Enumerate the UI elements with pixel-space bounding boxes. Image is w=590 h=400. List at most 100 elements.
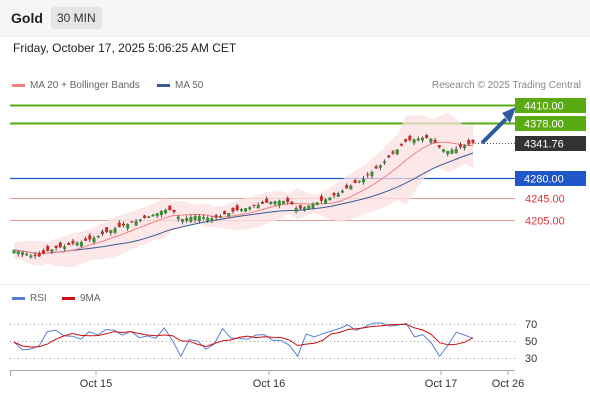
- candle-body: [37, 253, 41, 257]
- ma50-label: MA 50: [175, 80, 204, 91]
- candle-body: [463, 145, 467, 149]
- 9ma-swatch: [62, 296, 75, 300]
- candle-body: [336, 193, 340, 197]
- candle-body: [269, 201, 273, 205]
- instrument-title: Gold: [11, 10, 43, 26]
- legend-rsi: RSI: [12, 293, 47, 304]
- candle-body: [12, 249, 16, 254]
- candle-body: [168, 205, 172, 211]
- candle-body: [143, 215, 147, 218]
- candle-body: [67, 242, 71, 245]
- candle-body: [420, 137, 424, 141]
- candle-body: [345, 185, 349, 189]
- candle-body: [433, 139, 437, 143]
- projection-arrow-shaft: [480, 117, 508, 145]
- candle-body: [164, 209, 168, 214]
- ma20-label: MA 20 + Bollinger Bands: [30, 80, 140, 91]
- candle-body: [311, 203, 315, 208]
- candle-body: [113, 228, 117, 233]
- candle-body: [450, 149, 454, 154]
- candle-body: [252, 204, 256, 207]
- resistance-box: [515, 98, 586, 113]
- candle-body: [303, 207, 307, 211]
- candle-body: [265, 198, 269, 203]
- candle-body: [138, 219, 142, 221]
- candle-body: [256, 204, 260, 209]
- candle-body: [425, 134, 429, 139]
- candle-body: [239, 209, 243, 211]
- candle-body: [429, 138, 433, 143]
- candle-body: [109, 230, 113, 233]
- rsi-label: RSI: [30, 293, 47, 304]
- candle-body: [471, 139, 475, 144]
- legend-ma20: MA 20 + Bollinger Bands: [12, 80, 140, 91]
- candle-body: [277, 200, 281, 206]
- candle-body: [235, 205, 239, 211]
- candle-body: [362, 178, 366, 183]
- candle-body: [374, 166, 378, 169]
- candle-body: [46, 245, 50, 251]
- candle-body: [248, 207, 252, 210]
- candle-body: [408, 135, 412, 141]
- candle-body: [151, 214, 155, 217]
- ma20-line: [13, 141, 474, 255]
- rsi-swatch: [12, 296, 25, 300]
- candle-body: [130, 221, 134, 223]
- candle-body: [467, 140, 471, 145]
- candle-body: [214, 215, 218, 218]
- pivot-box: [515, 171, 586, 186]
- legend-ma50: MA 50: [157, 80, 203, 91]
- resistance-label: 4410.00: [524, 101, 564, 113]
- candle-body: [244, 208, 248, 212]
- bollinger-band: [14, 112, 473, 268]
- candle-body: [378, 165, 382, 168]
- candle-body: [437, 145, 441, 148]
- candle-body: [387, 155, 391, 158]
- candle-body: [332, 193, 336, 196]
- candle-body: [25, 253, 29, 256]
- candle-body: [206, 217, 210, 221]
- candle-body: [218, 215, 222, 218]
- candle-body: [54, 245, 58, 249]
- candle-body: [319, 196, 323, 201]
- candle-body: [442, 149, 446, 152]
- rsi-tick-50: 50: [525, 336, 537, 348]
- candle-body: [349, 185, 353, 190]
- candle-body: [155, 213, 159, 216]
- candle-body: [227, 213, 231, 217]
- candle-body: [307, 205, 311, 209]
- candle-body: [210, 218, 214, 222]
- candle-body: [294, 208, 298, 212]
- rsi-9ma-line: [13, 323, 474, 348]
- candle-body: [58, 242, 62, 248]
- candle-body: [391, 151, 395, 154]
- candle-body: [100, 231, 104, 235]
- candle-body: [63, 246, 67, 250]
- candle-body: [416, 138, 420, 141]
- candle-body: [84, 238, 88, 241]
- timestamp: Friday, October 17, 2025 5:06:25 AM CET: [13, 41, 237, 55]
- candle-body: [41, 250, 45, 254]
- candle-body: [328, 197, 332, 201]
- candle-body: [395, 149, 399, 155]
- timeframe-button[interactable]: 30 MIN: [51, 7, 102, 29]
- projection-arrowhead: [502, 107, 516, 123]
- candle-body: [20, 252, 24, 255]
- ma50-line: [13, 152, 474, 255]
- candle-body: [290, 201, 294, 205]
- ma50-swatch: [157, 83, 170, 87]
- candle-body: [29, 255, 33, 258]
- candle-body: [185, 218, 189, 222]
- x-tick-label: Oct 17: [425, 378, 457, 390]
- candle-body: [412, 139, 416, 144]
- candle-body: [172, 209, 176, 213]
- candle-body: [357, 180, 361, 183]
- candle-body: [96, 236, 100, 238]
- candle-body: [315, 202, 319, 205]
- candle-body: [88, 235, 92, 240]
- candle-body: [404, 139, 408, 142]
- candle-body: [193, 216, 197, 221]
- candle-body: [126, 223, 130, 229]
- support-label: 4205.00: [525, 216, 565, 228]
